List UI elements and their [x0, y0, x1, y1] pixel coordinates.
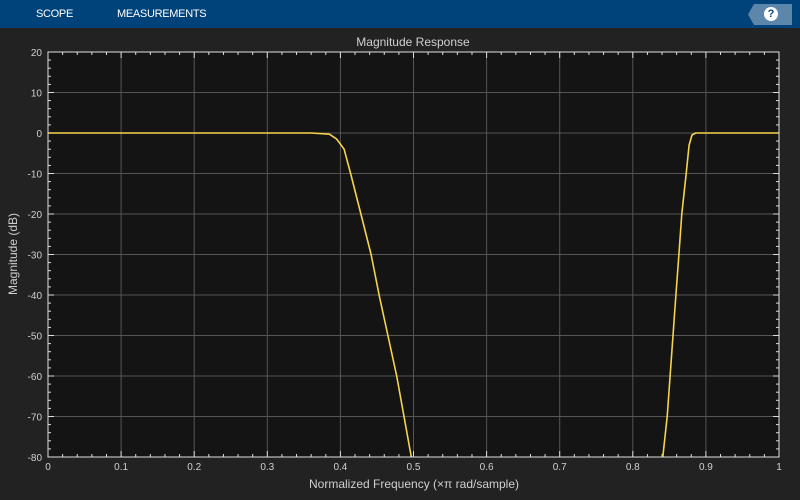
chart-title: Magnitude Response — [356, 35, 470, 49]
help-button[interactable]: ? — [748, 4, 792, 25]
magnitude-response-chart: Magnitude Response Normalized Frequency … — [6, 35, 782, 491]
tab-measurements[interactable]: MEASUREMENTS — [117, 8, 207, 20]
y-tick-label: -30 — [28, 251, 43, 262]
y-tick-label: 20 — [31, 48, 43, 59]
y-tick-label: -50 — [28, 332, 43, 343]
x-tick-label: 0.2 — [187, 462, 201, 473]
plot-border — [47, 51, 780, 458]
x-tick-label: 0.7 — [553, 462, 567, 473]
y-tick-label: -80 — [28, 453, 43, 464]
y-tick-label: -60 — [28, 372, 43, 383]
x-tick-label: 0.4 — [333, 462, 347, 473]
x-axis-label: Normalized Frequency (×π rad/sample) — [309, 477, 519, 491]
x-tick-label: 0.9 — [699, 462, 713, 473]
y-tick-label: -70 — [28, 413, 43, 424]
toolbar: SCOPE MEASUREMENTS ? — [0, 0, 800, 28]
y-tick-label: 0 — [36, 129, 42, 140]
y-tick-label: -20 — [28, 210, 43, 221]
x-tick-label: 0.5 — [407, 462, 421, 473]
y-tick-label: -40 — [28, 291, 43, 302]
y-tick-label: -10 — [28, 170, 43, 181]
x-tick-label: 0.8 — [626, 462, 640, 473]
y-tick-label: 10 — [31, 89, 43, 100]
x-tick-label: 0 — [45, 462, 51, 473]
y-axis-label: Magnitude (dB) — [6, 213, 20, 295]
response-line-0 — [48, 132, 413, 458]
x-tick-label: 0.1 — [114, 462, 128, 473]
response-line-1 — [662, 132, 779, 458]
x-tick-label: 0.6 — [480, 462, 494, 473]
x-tick-label: 1 — [776, 462, 782, 473]
tab-scope[interactable]: SCOPE — [36, 8, 74, 20]
help-icon: ? — [764, 7, 778, 21]
x-tick-label: 0.3 — [260, 462, 274, 473]
